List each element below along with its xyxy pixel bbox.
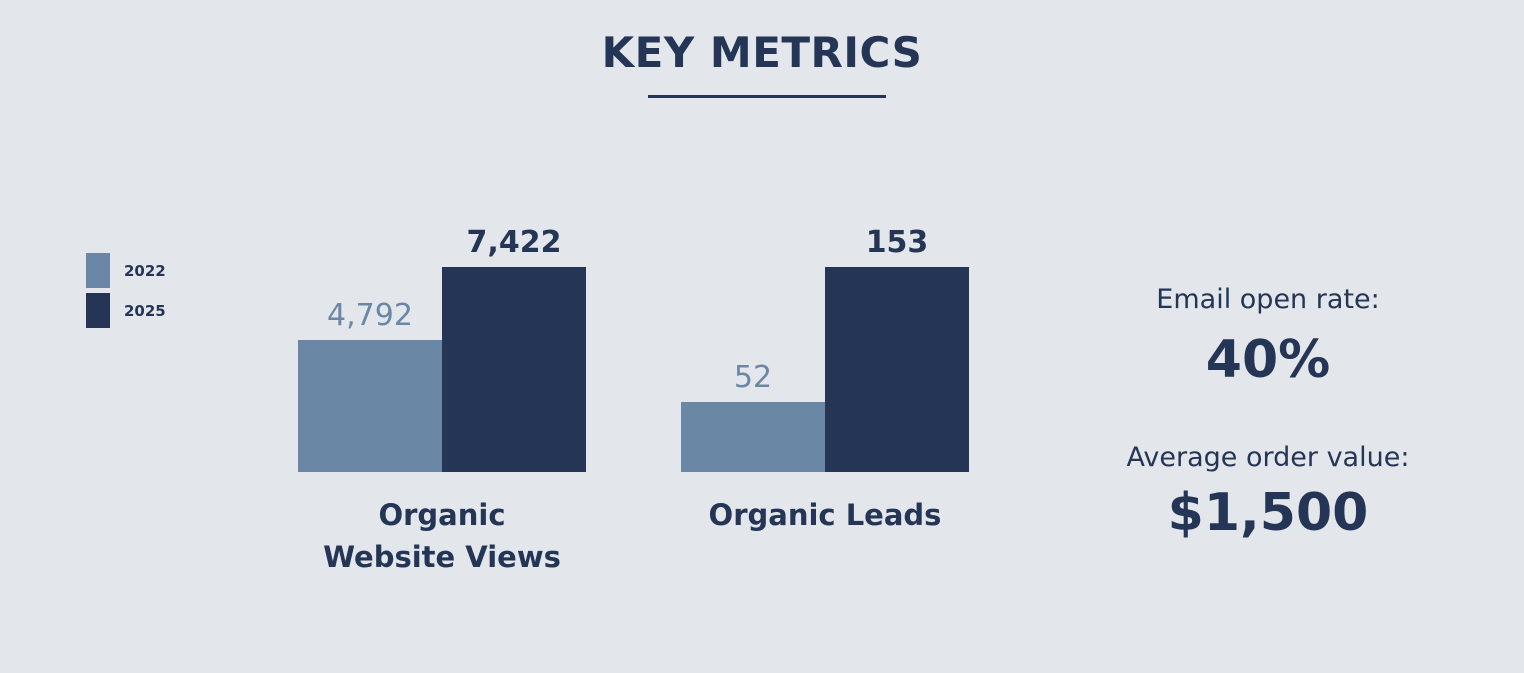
bar-value-label: 153 [865, 225, 929, 260]
title-underline [648, 95, 886, 98]
category-label: Organic Leads [708, 498, 942, 532]
bar-value-label: 4,792 [327, 297, 413, 333]
bar [442, 267, 586, 472]
kpi-value: $1,500 [1167, 483, 1369, 543]
bar [681, 402, 825, 472]
legend-label: 2025 [124, 302, 166, 320]
legend-label: 2022 [124, 262, 166, 280]
bar [825, 267, 969, 472]
kpi-value: 40% [1205, 330, 1331, 390]
bar-value-label: 7,422 [466, 225, 562, 260]
title: KEY METRICS [601, 28, 923, 77]
kpi-label: Email open rate: [1156, 284, 1380, 315]
bar-value-label: 52 [733, 360, 773, 396]
kpi-label: Average order value: [1126, 442, 1410, 473]
bar [298, 339, 442, 472]
category-label: Organic Website Views [323, 498, 561, 574]
legend-swatch [86, 293, 110, 328]
legend-swatch [86, 253, 110, 288]
